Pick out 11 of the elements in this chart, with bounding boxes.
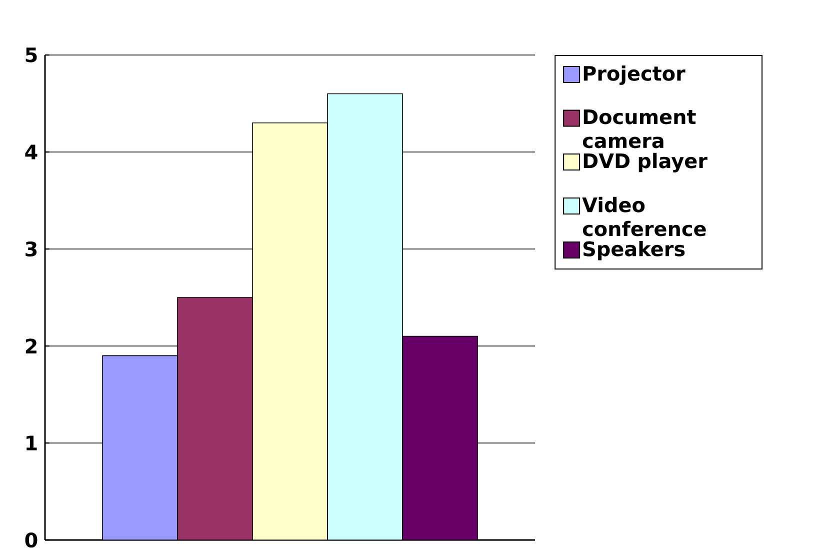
legend-label: Projector (584, 65, 686, 85)
y-tick-label: 3 (26, 241, 37, 257)
legend-label: Speakers (584, 240, 685, 260)
legend-label: Document camera (582, 109, 696, 148)
y-tick-label: 5 (26, 48, 37, 62)
y-tick-label: 4 (25, 144, 38, 160)
legend-label: Video conference (582, 196, 706, 236)
y-tick-label: 1 (26, 436, 37, 450)
legend-label: DVD player (584, 152, 708, 172)
y-tick-label: 0 (25, 532, 38, 548)
y-tick-label: 2 (26, 338, 36, 354)
